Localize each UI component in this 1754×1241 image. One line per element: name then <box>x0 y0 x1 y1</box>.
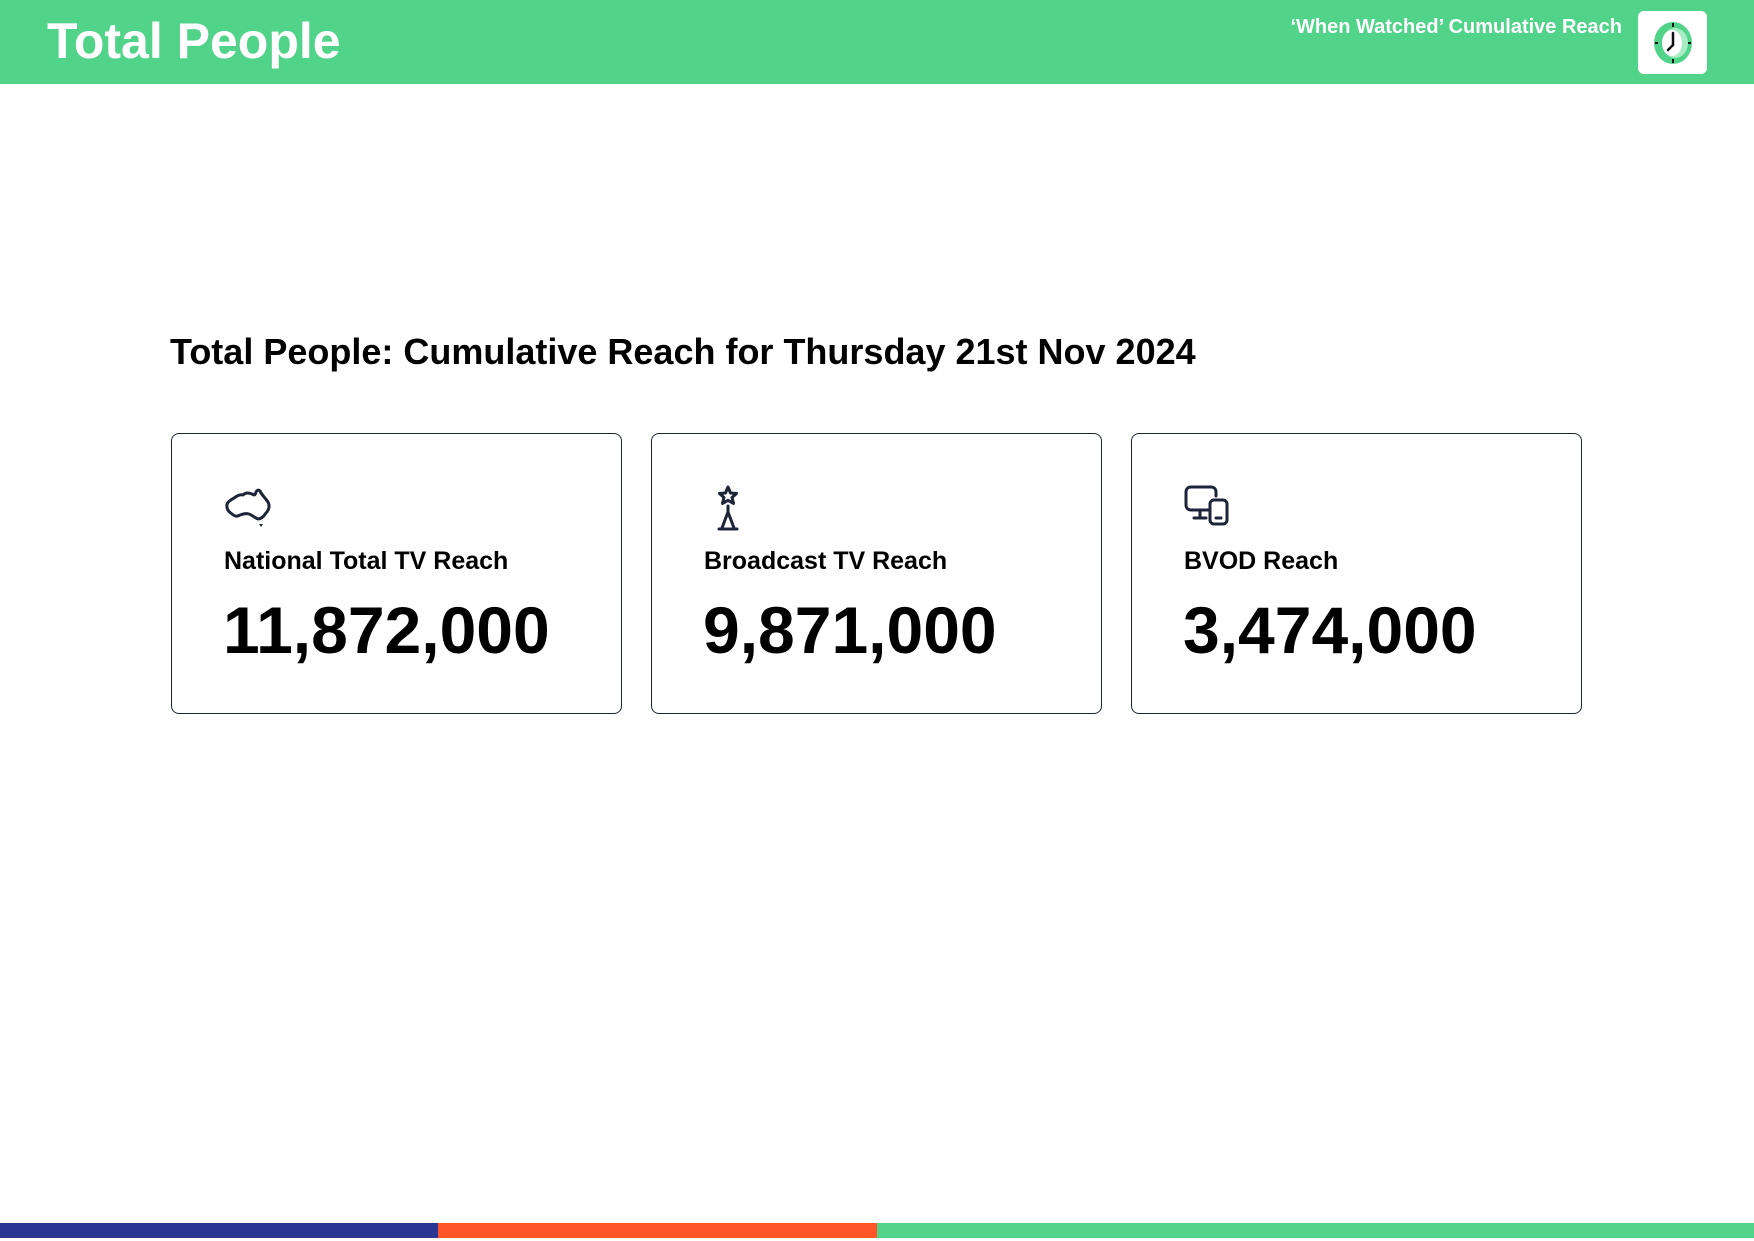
clock-icon <box>1653 21 1692 64</box>
card-value: 11,872,000 <box>223 593 550 667</box>
devices-icon <box>1184 485 1229 526</box>
header-subtitle: ‘When Watched’ Cumulative Reach <box>1290 16 1622 38</box>
card-value: 9,871,000 <box>703 593 997 667</box>
card-label: Broadcast TV Reach <box>704 547 948 575</box>
footer-bar-green <box>877 1223 1754 1238</box>
section-title: Total People: Cumulative Reach for Thurs… <box>170 331 1196 372</box>
header-logo <box>1638 11 1707 74</box>
card-broadcast-tv-reach: Broadcast TV Reach 9,871,000 <box>651 433 1102 714</box>
card-bvod-reach: BVOD Reach 3,474,000 <box>1131 433 1582 714</box>
page-title: Total People <box>47 13 341 69</box>
australia-map-icon <box>225 488 271 527</box>
card-national-total-tv-reach: National Total TV Reach 11,872,000 <box>171 433 622 714</box>
card-label: National Total TV Reach <box>224 547 509 575</box>
header-bar: Total People ‘When Watched’ Cumulative R… <box>0 0 1754 84</box>
card-value: 3,474,000 <box>1183 593 1477 667</box>
card-label: BVOD Reach <box>1184 547 1339 575</box>
broadcast-tower-icon <box>717 485 739 531</box>
footer-bar-orange <box>438 1223 877 1238</box>
footer-bar-navy <box>0 1223 438 1238</box>
